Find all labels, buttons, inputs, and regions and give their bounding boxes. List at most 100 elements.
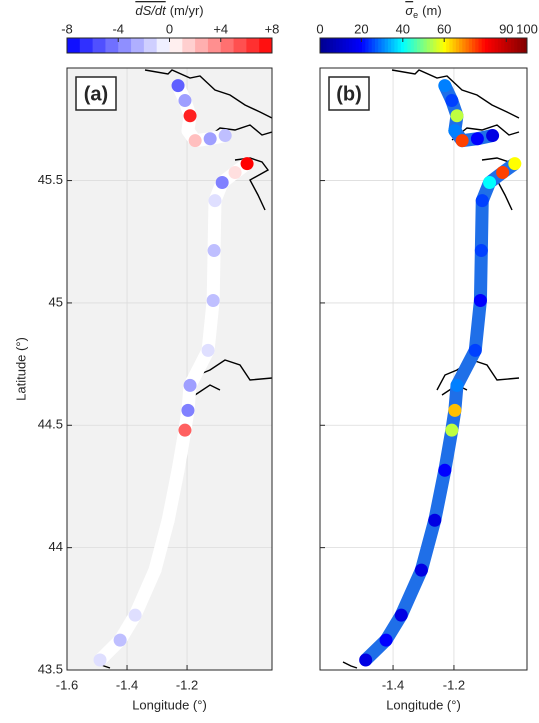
plot-background — [67, 68, 272, 670]
colorbar-cell — [394, 38, 399, 53]
colorbar-cell — [397, 38, 402, 53]
panel-b-plot — [320, 68, 527, 670]
track-point — [218, 129, 232, 143]
track-point — [438, 463, 452, 477]
colorbar-cell — [442, 38, 447, 53]
colorbar-cell — [195, 38, 209, 53]
y-tick-label: 44.5 — [38, 417, 63, 432]
panel-a-plot — [67, 68, 272, 670]
track-point — [448, 124, 462, 138]
colorbar-cell — [459, 38, 463, 53]
colorbar-cell — [481, 38, 486, 53]
axes-frame — [319, 67, 528, 671]
colorbar-cell — [259, 38, 273, 53]
colorbar-title: dS/dt (m/yr) — [135, 3, 203, 18]
colorbar-cell — [468, 38, 473, 53]
track-point — [183, 109, 197, 123]
colorbar-cell — [452, 38, 457, 53]
y-tick-label: 43.5 — [38, 661, 63, 676]
track-point — [228, 165, 242, 179]
track-point — [206, 293, 220, 307]
colorbar-subscript: e — [413, 10, 418, 20]
colorbar-cell — [501, 38, 505, 53]
colorbar-tick-label: -8 — [61, 21, 73, 36]
track-point — [450, 109, 464, 123]
colorbar-cell — [105, 38, 119, 53]
colorbar-tick-label: 0 — [316, 21, 323, 36]
colorbar-tick-label: -4 — [112, 21, 124, 36]
track-point — [188, 134, 202, 148]
colorbar-tick-label: 100 — [516, 21, 538, 36]
colorbar-cell — [420, 38, 424, 53]
colorbar-cell — [523, 38, 528, 53]
colorbar-frame — [319, 37, 528, 54]
colorbar-cell — [465, 38, 470, 53]
x-tick-label: -1.2 — [176, 677, 198, 692]
colorbar-tick-label: 90 — [499, 21, 513, 36]
track-point — [394, 608, 408, 622]
colorbar-cell — [368, 38, 373, 53]
colorbar-cell — [413, 38, 418, 53]
colorbar-cell — [246, 38, 260, 53]
track-point — [438, 79, 452, 93]
x-tick-label: -1.4 — [116, 677, 138, 692]
colorbar-cell — [342, 38, 347, 53]
track-point — [470, 132, 484, 146]
colorbar-cell — [67, 38, 81, 53]
track-point — [93, 653, 107, 667]
y-tick-label: 44 — [49, 539, 63, 554]
colorbar-cell — [455, 38, 460, 53]
colorbar-cell — [417, 38, 421, 53]
track-point — [496, 165, 510, 179]
track-point — [428, 513, 442, 527]
track-point — [474, 244, 488, 258]
track-point — [445, 94, 459, 108]
colorbar-cell — [320, 38, 324, 53]
colorbar-cell — [514, 38, 518, 53]
colorbar-cell — [507, 38, 512, 53]
track-point — [207, 244, 221, 258]
colorbar-tick-label: 40 — [396, 21, 410, 36]
track-point — [181, 124, 195, 138]
colorbar-cell — [233, 38, 247, 53]
colorbar-cell — [381, 38, 386, 53]
track-point — [178, 94, 192, 108]
colorbar-cell — [358, 38, 363, 53]
colorbar-cell — [131, 38, 145, 53]
colorbar-cell — [510, 38, 515, 53]
colorbar-tick-label: +4 — [213, 21, 228, 36]
colorbar-tick-label: 0 — [166, 21, 173, 36]
panel-label: (a) — [84, 83, 108, 105]
colorbar-cell — [488, 38, 492, 53]
colorbar-cell — [433, 38, 437, 53]
colorbar-symbol: σ — [405, 3, 414, 18]
colorbar-cell — [374, 38, 379, 53]
colorbar-cell — [182, 38, 196, 53]
colorbar-cell — [497, 38, 502, 53]
track-point — [128, 608, 142, 622]
colorbar-cell — [475, 38, 479, 53]
x-axis-label: Longitude (°) — [386, 697, 461, 712]
colorbar-cell — [404, 38, 408, 53]
track-point — [468, 343, 482, 357]
colorbar-cell — [329, 38, 334, 53]
track-point — [178, 423, 192, 437]
colorbar-cell — [336, 38, 340, 53]
colorbar-cell — [449, 38, 454, 53]
colorbar-cell — [362, 38, 366, 53]
colorbar-cell — [169, 38, 183, 53]
colorbar-cell — [345, 38, 350, 53]
x-tick-label: -1.4 — [382, 677, 404, 692]
colorbar-cell — [491, 38, 496, 53]
colorbar-cell — [326, 38, 331, 53]
track-point — [455, 134, 469, 148]
panel-label-box — [328, 76, 370, 111]
colorbar-cell — [371, 38, 376, 53]
colorbar-tick-label: 20 — [354, 21, 368, 36]
x-tick-label: -1.6 — [56, 677, 78, 692]
colorbar-cell — [423, 38, 428, 53]
colorbar-cell — [378, 38, 382, 53]
panel-label: (b) — [336, 83, 362, 105]
track-point — [183, 378, 197, 392]
